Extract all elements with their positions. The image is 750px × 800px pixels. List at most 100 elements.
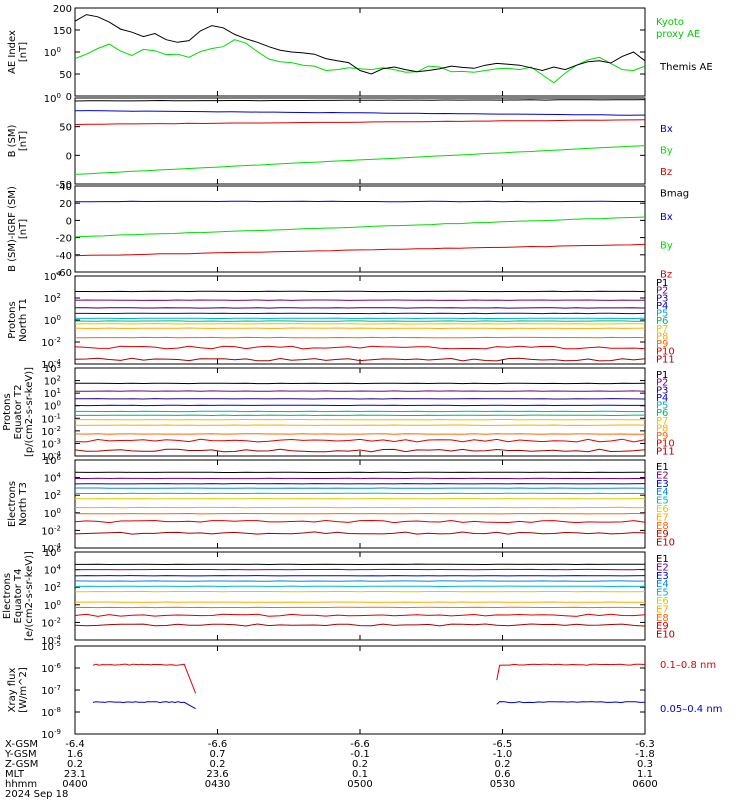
channel-label: P8 <box>656 331 668 342</box>
channel-label: P8 <box>656 423 668 434</box>
channel-line <box>74 317 646 320</box>
panel-8: Xray flux [W/m^2] 10-9 10-8 10-7 10-6 10-5 0.1–… <box>7 640 722 741</box>
channel-label: E9 <box>656 621 669 632</box>
y-tick-label: 0 <box>66 92 72 103</box>
y-tick-label: 103 <box>44 362 61 375</box>
panel-3: B (SM)-IGRF (SM) [nT] -60 -40 -20 0 20 40 Bx By Bz <box>7 182 673 280</box>
legend-entry: Bx <box>660 124 673 135</box>
y-tick-label: -50 <box>56 180 72 191</box>
y-tick-label: 100 <box>44 92 61 105</box>
channel-label: E7 <box>656 604 669 615</box>
x-row-value: -6.5 <box>493 739 513 750</box>
legend-entry: proxy AE <box>656 29 700 40</box>
channel-label: E7 <box>656 512 669 523</box>
y-axis-label: Protons <box>2 393 13 430</box>
series-line <box>74 119 646 125</box>
x-row-label: MLT <box>5 769 25 780</box>
series-line <box>74 243 646 257</box>
channel-label: E10 <box>656 630 675 641</box>
channel-label: E3 <box>656 479 669 490</box>
y-tick-label: 150 <box>53 26 72 37</box>
channel-label: P9 <box>656 431 668 442</box>
x-row-value: 0.6 <box>495 769 511 780</box>
channel-label: E4 <box>656 579 669 590</box>
y-axis-label: Equator T2 <box>13 385 24 440</box>
channel-line <box>74 613 646 617</box>
channel-line <box>74 357 646 362</box>
x-row-value: -6.3 <box>635 739 655 750</box>
series-line <box>74 14 646 75</box>
y-tick-label: 40 <box>59 182 72 193</box>
series-line <box>92 663 197 694</box>
series-line <box>92 701 196 710</box>
channel-label: P2 <box>656 286 668 297</box>
channel-label: E6 <box>656 504 669 515</box>
channel-label: E8 <box>656 613 669 624</box>
channel-label: P7 <box>656 324 668 335</box>
y-axis-label: AE Index <box>7 30 18 74</box>
panel-6: Electrons North T310-410-2100102104106E1E… <box>7 454 675 555</box>
legend-entry: 0.1–0.8 nm <box>660 660 716 671</box>
channel-label: P5 <box>656 309 668 320</box>
y-axis-label: Electrons <box>2 573 13 619</box>
channel-line <box>74 623 646 627</box>
series-line <box>74 99 646 102</box>
y-tick-label: 102 <box>44 581 61 594</box>
y-tick-label: 200 <box>53 4 72 15</box>
x-row-label: hhmm <box>5 779 37 790</box>
channel-label: P9 <box>656 339 668 350</box>
channel-label: P5 <box>656 401 668 412</box>
channel-label: E1 <box>656 554 669 565</box>
legend-entry: Bz <box>660 269 672 280</box>
x-row-label: Z-GSM <box>5 759 38 770</box>
y-tick-label: 100 <box>44 507 61 520</box>
channel-label: E4 <box>656 487 669 498</box>
channel-label: P6 <box>656 408 668 419</box>
channel-label: E3 <box>656 571 669 582</box>
channel-label: E10 <box>656 538 675 549</box>
y-axis-label: [p/(cm2-s-sr-keV)] <box>24 367 35 457</box>
x-row-value: 0600 <box>632 779 657 790</box>
series-line <box>74 39 646 84</box>
y-tick-label: 100 <box>44 599 61 612</box>
x-row-value: 0400 <box>62 779 87 790</box>
y-tick-label: 104 <box>44 472 62 485</box>
y-axis-label: North T1 <box>18 298 29 342</box>
y-tick-label: -40 <box>56 251 72 262</box>
legend-entry: By <box>660 146 673 157</box>
panel-frame <box>74 275 646 365</box>
channel-label: P11 <box>656 446 675 457</box>
panel-frame <box>74 459 646 549</box>
panel-7: Electrons Equator T4 [e/(cm2-s-sr-keV)] 10-… <box>2 546 675 647</box>
x-row-label: X-GSM <box>5 739 38 750</box>
y-tick-label: 10-2 <box>41 425 61 438</box>
channel-line <box>74 519 646 524</box>
panel-frame <box>74 185 646 273</box>
channel-label: P10 <box>656 439 675 450</box>
channel-label: P2 <box>656 378 668 389</box>
channel-line <box>74 531 646 535</box>
y-axis-label: [nT] <box>18 42 29 62</box>
channel-label: E1 <box>656 462 669 473</box>
y-tick-label: 50 <box>59 123 72 134</box>
x-row-value: -1.0 <box>493 749 513 760</box>
x-row-value: -6.6 <box>350 739 370 750</box>
channel-label: E8 <box>656 521 669 532</box>
y-tick-label: 100 <box>44 46 61 59</box>
channel-label: P4 <box>656 301 668 312</box>
channel-line <box>74 438 646 443</box>
x-row-value: 23.6 <box>206 769 228 780</box>
legend-entry: Themis AE <box>659 62 713 73</box>
y-tick-label: 104 <box>44 564 62 577</box>
channel-line <box>74 345 646 350</box>
x-row-value: 0500 <box>347 779 372 790</box>
series-line <box>496 701 646 705</box>
y-tick-label: 100 <box>44 314 61 327</box>
x-row-value: 23.1 <box>64 769 86 780</box>
legend-entry: Bz <box>660 167 672 178</box>
y-tick-label: 102 <box>44 489 61 502</box>
y-tick-label: 10-2 <box>41 524 61 537</box>
channel-line <box>74 323 646 325</box>
y-axis-label: Electrons <box>7 481 18 527</box>
